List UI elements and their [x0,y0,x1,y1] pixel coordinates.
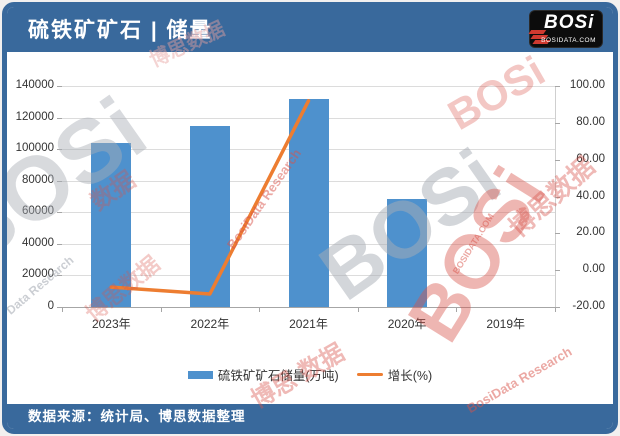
gridline [62,86,555,87]
y-axis-left-label: 40000 [22,236,54,249]
y-axis-left-tick [57,243,62,245]
y-axis-left-label: 60000 [22,205,54,218]
bar-2023年 [91,142,132,307]
x-axis-label: 2023年 [91,317,131,331]
y-axis-right-tick [555,86,560,87]
x-axis-label: 2019年 [486,317,526,331]
page-title: 硫铁矿矿石 | 储量 [28,19,213,42]
y-axis-right-tick [555,270,560,272]
y-axis-right-label: -20.00 [572,300,605,312]
legend-swatch-bar [187,370,213,379]
bosi-logo: BOSi BOSIDATA.COM [528,11,602,47]
y-axis-right-tick [555,159,560,161]
x-axis-tick [62,308,63,312]
x-axis-label: 2021年 [289,317,328,331]
y-axis-left-label: 20000 [22,268,54,281]
x-axis-tick [259,308,261,312]
logo-domain: BOSIDATA.COM [541,37,596,44]
y-axis-left-tick [57,149,62,151]
y-axis-right-tick [555,196,560,198]
footer-bar: 数据来源：统计局、博思数据整理 [7,404,613,429]
y-axis-right-tick [555,122,560,124]
bar-2021年 [288,99,329,307]
x-axis-tick [357,308,359,312]
y-axis-right-label: 40.00 [576,189,605,202]
y-axis-left-label: 80000 [22,173,54,186]
legend-label: 增长(%) [387,369,433,383]
y-axis-left-label: 120000 [15,110,54,123]
header-bar: 硫铁矿矿石 | 储量 BOSi BOSIDATA.COM [7,7,613,52]
y-axis-left-tick [57,180,62,182]
x-axis-tick [456,308,458,312]
bar-2022年 [189,126,230,307]
logo-wordmark: BOSi [544,12,595,33]
y-axis-right-label: 100.00 [569,79,605,91]
x-axis-tick [555,308,556,312]
data-source-note: 数据来源：统计局、博思数据整理 [28,409,246,424]
legend-label: 硫铁矿矿石储量(万吨) [217,369,339,383]
y-axis-left-tick [57,86,62,87]
x-axis-label: 2020年 [387,317,427,331]
y-axis-right-label: 60.00 [576,152,605,165]
y-axis-left-tick [57,212,62,214]
y-axis-left-label: 0 [47,300,54,312]
y-axis-right-label: 80.00 [576,115,605,128]
y-axis-left-label: 100000 [15,142,54,155]
y-axis-right-label: 0.00 [582,263,605,276]
legend-item-line: 增长(%) [356,365,433,384]
bar-2020年 [387,198,428,307]
x-axis-line [62,307,556,308]
y-axis-left-tick [57,275,62,277]
x-axis-label: 2022年 [190,317,230,331]
y-axis-left-tick [57,117,62,119]
x-axis-tick [160,308,162,312]
y-axis-right-tick [555,233,560,235]
y-axis-left-tick [57,307,62,308]
y-axis-left-label: 140000 [15,79,54,91]
legend-item-bar: 硫铁矿矿石储量(万吨) [187,365,339,384]
legend: 硫铁矿矿石储量(万吨) 增长(%) [7,365,613,384]
legend-swatch-line [356,372,383,377]
y-axis-right-tick [555,307,560,308]
y-axis-right-label: 20.00 [576,226,605,239]
